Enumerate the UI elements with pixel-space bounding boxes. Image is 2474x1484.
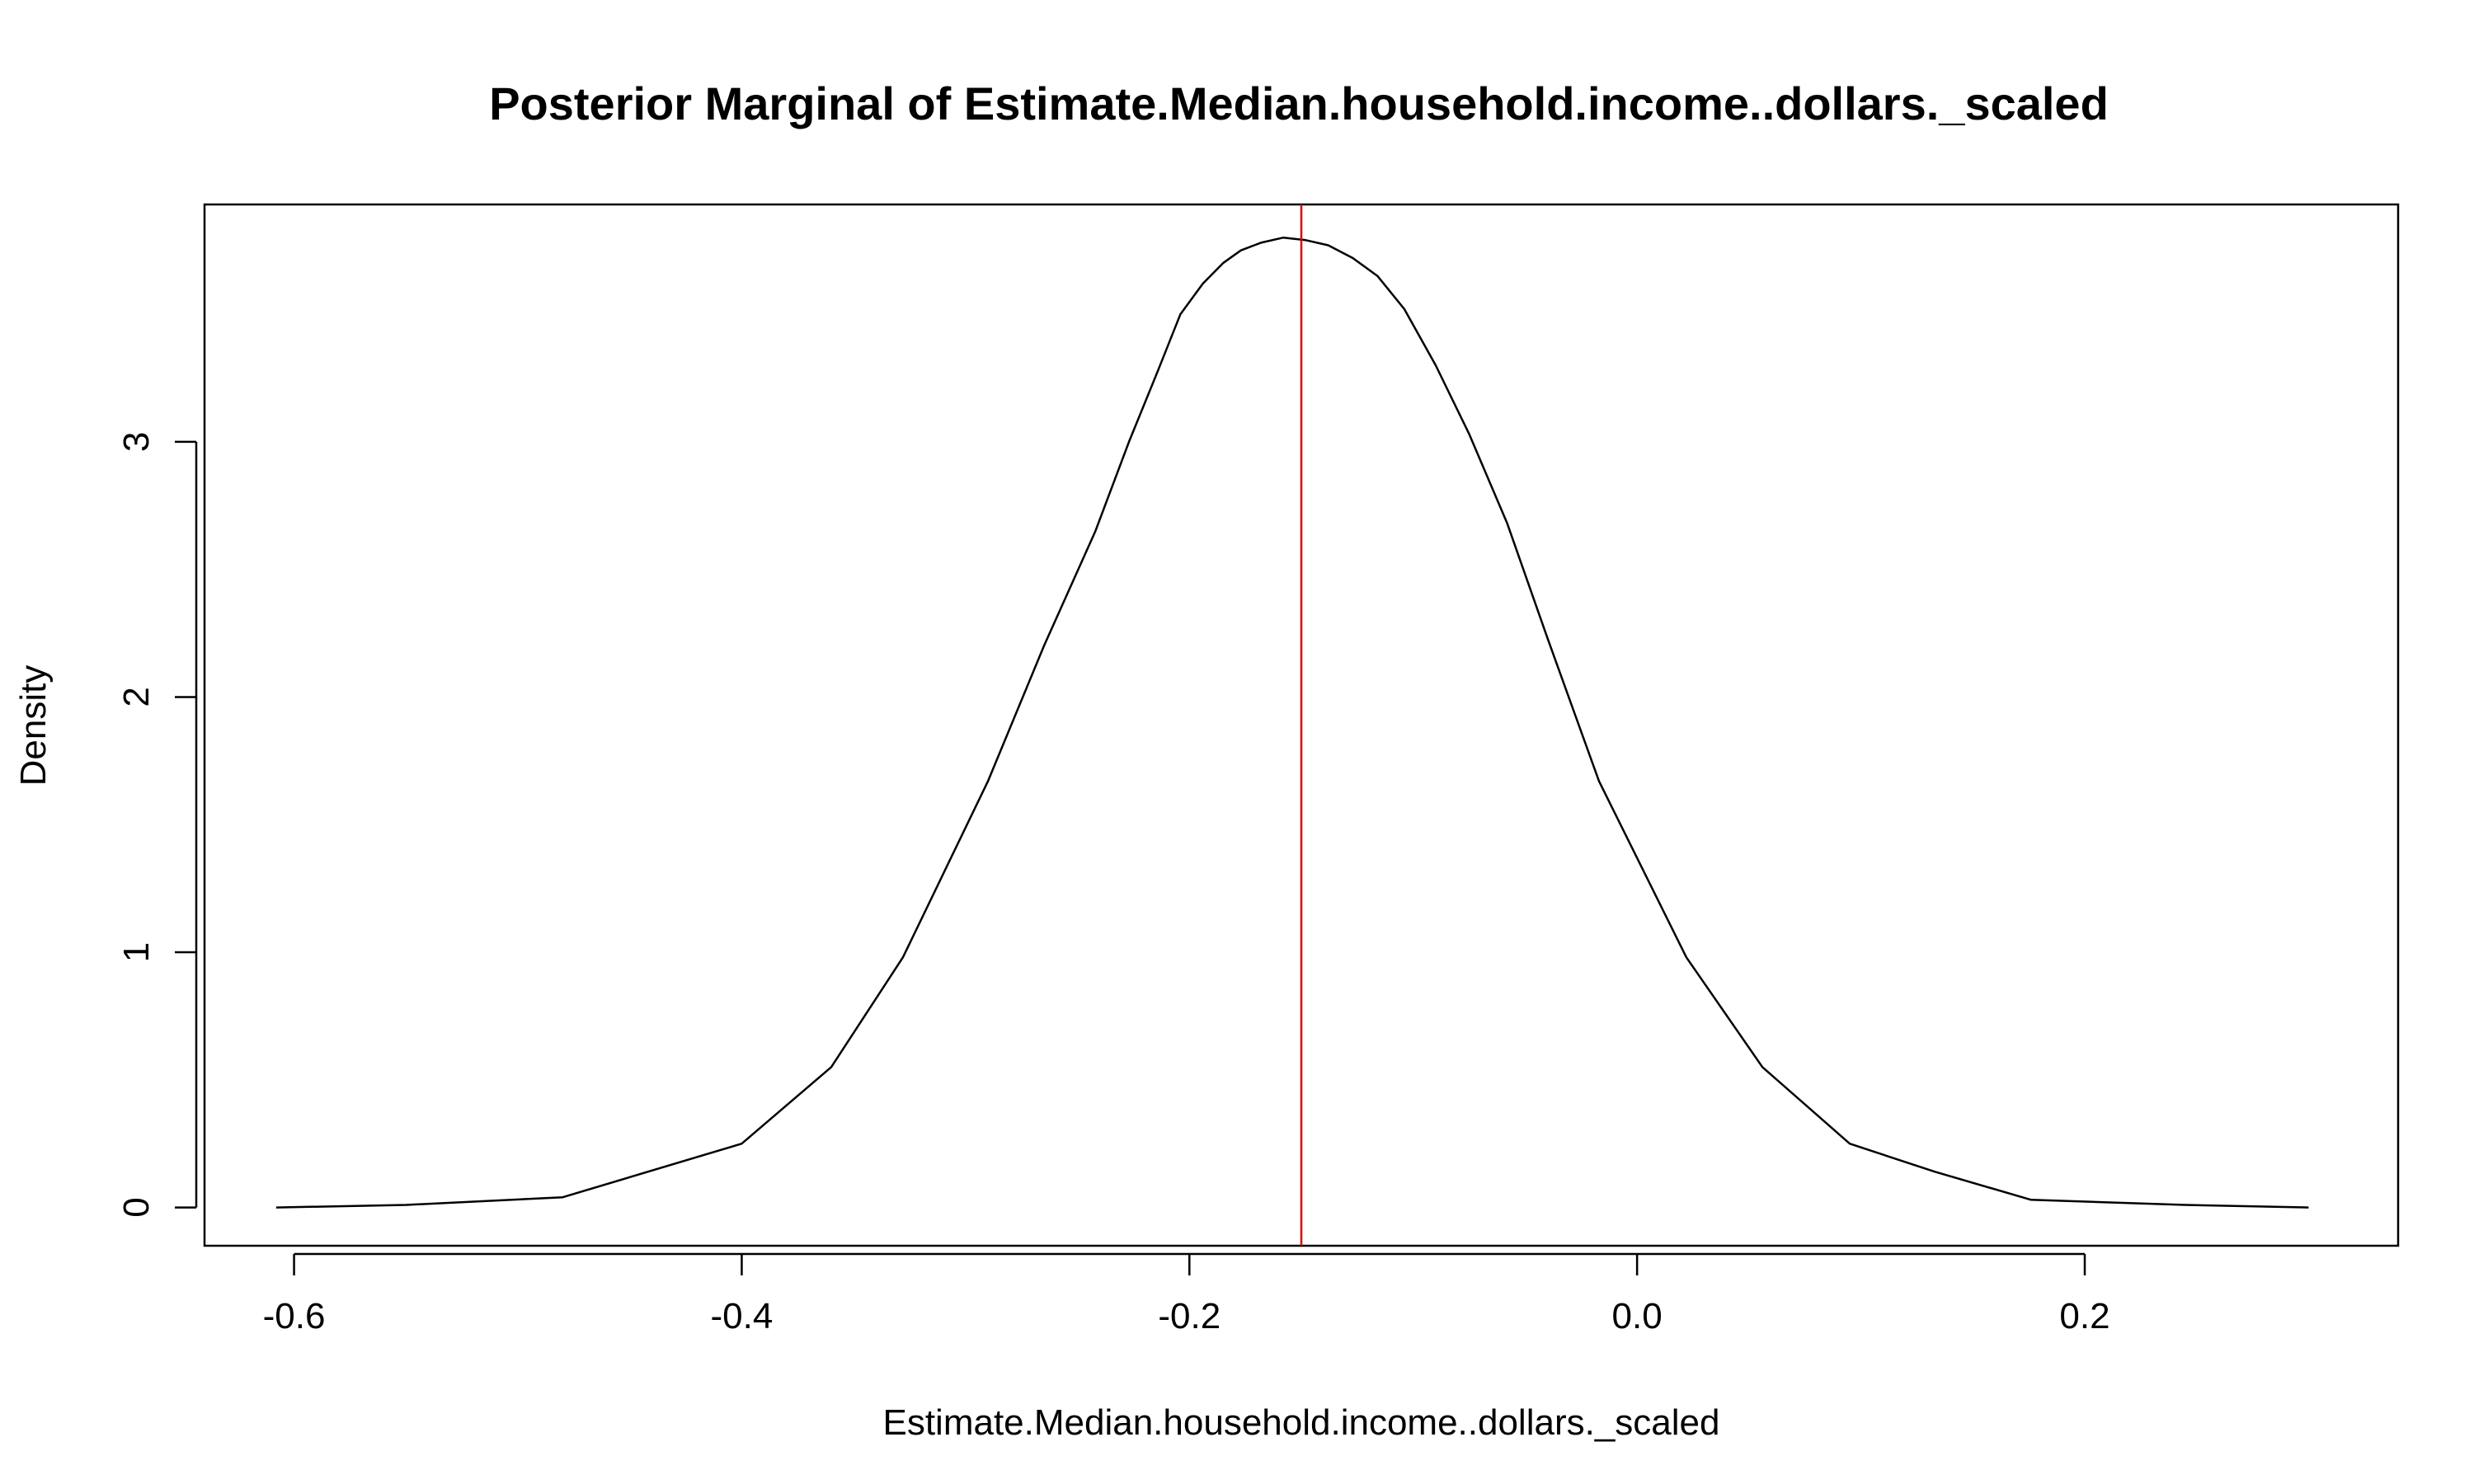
y-tick-label: 3 [116,432,157,452]
chart-title: Posterior Marginal of Estimate.Median.ho… [489,77,2109,129]
x-tick-label: -0.6 [263,1296,326,1336]
x-axis-label: Estimate.Median.household.income..dollar… [882,1402,1719,1443]
series-layer [275,204,2309,1246]
y-tick-label: 0 [116,1197,157,1217]
x-tick-label: 0.0 [1612,1296,1663,1336]
density-curve [275,236,2309,1209]
x-axis: -0.6 -0.4 -0.2 0.0 0.2 [263,1252,2110,1336]
x-tick-label: 0.2 [2059,1296,2109,1336]
x-tick-label: -0.2 [1158,1296,1221,1336]
y-tick-label: 1 [116,942,157,962]
y-axis-label: Density [13,665,54,787]
y-tick-label: 2 [116,687,157,707]
y-axis: 0 1 2 3 [116,432,198,1218]
x-tick-label: -0.4 [711,1296,774,1336]
